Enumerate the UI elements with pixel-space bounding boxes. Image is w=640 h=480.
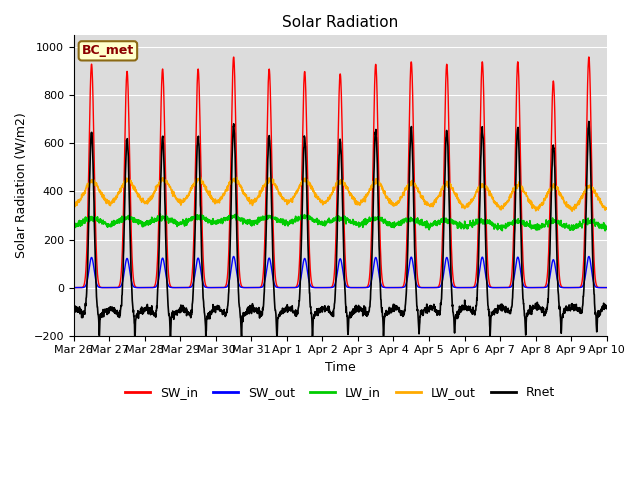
LW_out <box>556 191 564 196</box>
SW_in <box>495 285 502 290</box>
LW_out <box>603 205 611 211</box>
Rnet <box>585 119 593 124</box>
Rnet <box>495 305 503 311</box>
LW_in <box>219 220 227 226</box>
Rnet <box>202 336 210 341</box>
SW_out <box>355 285 363 290</box>
Line: Rnet: Rnet <box>74 121 607 338</box>
SW_in <box>367 249 375 254</box>
SW_in <box>218 285 226 290</box>
Line: LW_out: LW_out <box>74 177 607 211</box>
Legend: SW_in, SW_out, LW_in, LW_out, Rnet: SW_in, SW_out, LW_in, LW_out, Rnet <box>120 382 560 405</box>
LW_in <box>556 219 564 225</box>
Line: SW_out: SW_out <box>74 256 607 288</box>
LW_in <box>603 227 611 232</box>
SW_out <box>495 285 502 290</box>
LW_out <box>356 200 364 206</box>
Rnet <box>603 306 611 312</box>
Rnet <box>556 306 564 312</box>
Rnet <box>70 304 77 310</box>
LW_out <box>70 201 77 206</box>
SW_out <box>570 285 578 290</box>
SW_out <box>367 280 375 286</box>
LW_out <box>196 174 204 180</box>
LW_out <box>367 183 375 189</box>
Line: SW_in: SW_in <box>74 57 607 288</box>
SW_out <box>70 285 77 290</box>
LW_in <box>356 222 364 228</box>
Rnet <box>219 312 227 317</box>
LW_in <box>571 224 579 229</box>
Text: BC_met: BC_met <box>82 44 134 57</box>
LW_out <box>568 208 576 214</box>
SW_in <box>70 285 77 290</box>
Rnet <box>571 304 579 310</box>
LW_out <box>571 204 579 210</box>
Rnet <box>367 280 375 286</box>
Y-axis label: Solar Radiation (W/m2): Solar Radiation (W/m2) <box>15 113 28 258</box>
LW_in <box>602 228 609 234</box>
LW_in <box>156 211 164 217</box>
Title: Solar Radiation: Solar Radiation <box>282 15 398 30</box>
LW_in <box>70 220 77 226</box>
X-axis label: Time: Time <box>325 361 356 374</box>
SW_in <box>355 285 363 290</box>
SW_out <box>585 253 593 259</box>
SW_out <box>603 285 611 290</box>
SW_in <box>585 54 593 60</box>
SW_in <box>570 285 578 290</box>
LW_in <box>367 216 375 222</box>
SW_in <box>603 285 611 290</box>
LW_out <box>219 193 227 199</box>
LW_in <box>495 225 503 230</box>
Rnet <box>356 307 364 312</box>
SW_out <box>218 285 226 290</box>
SW_in <box>556 275 563 280</box>
LW_out <box>495 204 503 210</box>
SW_out <box>556 283 563 289</box>
Line: LW_in: LW_in <box>74 214 607 231</box>
